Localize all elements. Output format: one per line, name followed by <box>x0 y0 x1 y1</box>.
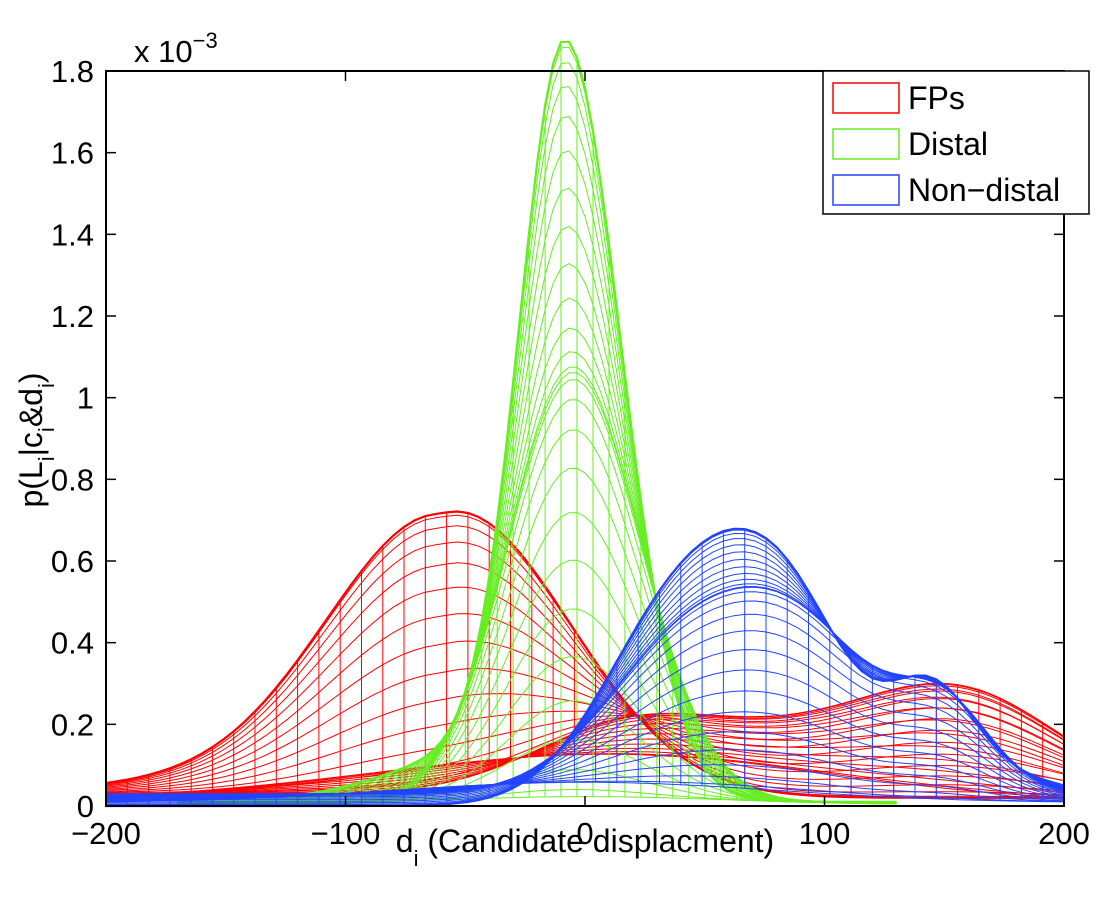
x-axis-label: di (Candidate displacment) <box>396 823 774 871</box>
series-line <box>105 541 1065 792</box>
y-tick-label: 0.4 <box>51 626 94 661</box>
series-line <box>106 591 1065 795</box>
y-tick-label: 0.6 <box>51 544 94 579</box>
y-tick-label: 1.2 <box>51 299 94 334</box>
legend-swatch <box>832 82 900 114</box>
x-tick-label: −100 <box>311 816 381 851</box>
series-line <box>105 732 1065 796</box>
legend-label: Distal <box>908 126 988 162</box>
surface-non-distal <box>105 527 1065 808</box>
series-line <box>105 781 1065 803</box>
y-tick-label: 0.2 <box>51 707 94 742</box>
legend-label: Non−distal <box>908 172 1060 208</box>
x-tick-label: 100 <box>799 816 851 851</box>
legend-swatch <box>832 128 900 160</box>
series-line <box>105 525 1065 795</box>
series-line <box>177 372 897 803</box>
x-tick-label: −200 <box>71 816 141 851</box>
y-tick-label: 1.6 <box>51 136 94 171</box>
series-line <box>177 150 897 803</box>
series-line <box>105 667 1065 790</box>
y-tick-label: 1.8 <box>51 54 94 89</box>
series-line <box>106 583 1065 795</box>
legend-label: FPs <box>908 80 965 116</box>
series-line <box>177 327 897 803</box>
y-tick-label: 0.8 <box>51 462 94 497</box>
legend-box <box>822 70 1090 215</box>
x-tick-label: 0 <box>576 816 593 851</box>
y-exponent-label: x 10−3 <box>134 28 218 69</box>
series-line <box>105 707 1065 792</box>
surface-distal <box>177 40 897 806</box>
series-line <box>177 85 897 803</box>
y-tick-label: 1 <box>77 381 94 416</box>
plot-surfaces <box>105 40 1065 808</box>
series-line <box>105 747 1065 797</box>
series-line <box>105 586 1065 787</box>
tick-labels: −200 −100 0 100 200 0 0.2 0.4 0.6 0.8 1 1.2 1.4 1.6 1.… <box>51 54 1090 851</box>
series-line <box>106 566 1065 799</box>
series-line <box>106 544 1065 804</box>
series-line <box>106 558 1065 801</box>
series-line <box>105 640 1065 789</box>
y-axis-label: p(Li|ci&di) <box>13 372 59 507</box>
series-line <box>105 613 1065 788</box>
legend-swatch <box>832 174 900 206</box>
series-line <box>105 743 1065 797</box>
series-line <box>177 40 897 803</box>
series-line <box>105 707 1065 795</box>
x-tick-label: 200 <box>1038 816 1090 851</box>
y-tick-label: 1.4 <box>51 217 94 252</box>
legend: FPs Distal Non−distal <box>822 70 1090 215</box>
y-tick-label: 0 <box>77 789 94 824</box>
series-line <box>177 187 897 803</box>
series-line <box>105 738 1065 796</box>
series-line <box>105 719 1065 796</box>
